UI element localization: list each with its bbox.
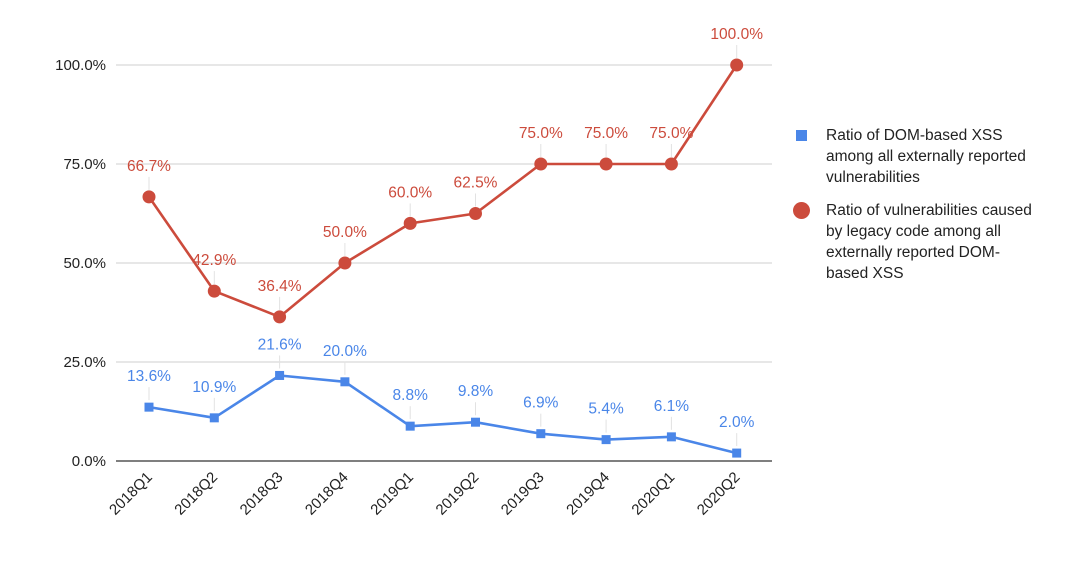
- legend-entry-legacy-code: Ratio of vulnerabilities caused by legac…: [792, 200, 1032, 284]
- data-label: 42.9%: [192, 252, 236, 269]
- x-tick-label: 2020Q2: [694, 469, 744, 519]
- data-label: 36.4%: [258, 278, 302, 295]
- data-point-circle: [730, 58, 744, 72]
- data-label: 6.1%: [654, 398, 690, 415]
- data-point-square: [666, 432, 676, 442]
- data-point-circle: [534, 157, 548, 171]
- x-tick-label: 2019Q1: [367, 469, 417, 519]
- x-tick-label: 2018Q2: [171, 469, 221, 519]
- legend-circle-marker-icon: [793, 202, 810, 219]
- data-label: 66.7%: [127, 158, 171, 175]
- x-tick-label: 2018Q4: [302, 469, 352, 519]
- x-tick-label: 2018Q1: [106, 469, 156, 519]
- data-point-square: [732, 448, 742, 458]
- data-point-square: [601, 435, 611, 445]
- y-tick-label: 0.0%: [72, 453, 106, 470]
- data-label: 13.6%: [127, 368, 171, 385]
- data-label: 75.0%: [584, 125, 628, 142]
- data-label: 75.0%: [649, 125, 693, 142]
- y-tick-label: 50.0%: [63, 255, 106, 272]
- data-point-square: [275, 370, 285, 380]
- x-tick-label: 2020Q1: [628, 469, 678, 519]
- legend-label-dom-xss: Ratio of DOM-based XSS among all externa…: [826, 127, 1026, 186]
- data-point-circle: [664, 157, 678, 171]
- x-tick-label: 2019Q3: [498, 469, 548, 519]
- x-tick-label: 2019Q4: [563, 469, 613, 519]
- data-point-circle: [599, 157, 613, 171]
- series-line-2: [147, 64, 738, 319]
- y-tick-label: 100.0%: [55, 57, 106, 74]
- data-label: 8.8%: [393, 387, 429, 404]
- data-point-circle: [207, 284, 221, 298]
- data-label: 100.0%: [710, 26, 763, 43]
- data-label: 62.5%: [454, 175, 498, 192]
- data-point-square: [340, 377, 350, 387]
- y-tick-label: 75.0%: [63, 156, 106, 173]
- data-label: 21.6%: [258, 336, 302, 353]
- data-label: 5.4%: [588, 401, 624, 418]
- data-point-square: [144, 402, 154, 412]
- data-label: 2.0%: [719, 414, 755, 431]
- data-point-circle: [469, 207, 482, 220]
- data-point-square: [536, 429, 546, 439]
- x-tick-label: 2019Q2: [433, 469, 483, 519]
- data-label: 50.0%: [323, 224, 367, 241]
- legend-label-legacy-code: Ratio of vulnerabilities caused by legac…: [826, 202, 1032, 282]
- legend-square-marker-icon: [796, 130, 807, 141]
- x-tick-label: 2018Q3: [237, 469, 287, 519]
- series-line-1: [148, 374, 738, 455]
- data-label: 20.0%: [323, 343, 367, 360]
- data-label: 6.9%: [523, 395, 559, 412]
- data-point-circle: [273, 310, 287, 324]
- data-point-circle: [403, 216, 417, 230]
- y-tick-label: 25.0%: [63, 354, 106, 371]
- data-label: 60.0%: [388, 184, 432, 201]
- data-point-square: [405, 421, 415, 431]
- legend-entry-dom-xss: Ratio of DOM-based XSS among all externa…: [792, 125, 1032, 188]
- data-label: 75.0%: [519, 125, 563, 142]
- legend: Ratio of DOM-based XSS among all externa…: [792, 125, 1032, 296]
- data-point-square: [471, 417, 480, 427]
- data-label: 10.9%: [192, 379, 236, 396]
- data-label: 9.8%: [458, 383, 494, 400]
- data-point-circle: [338, 256, 352, 270]
- data-point-circle: [142, 190, 156, 204]
- data-point-square: [209, 413, 219, 423]
